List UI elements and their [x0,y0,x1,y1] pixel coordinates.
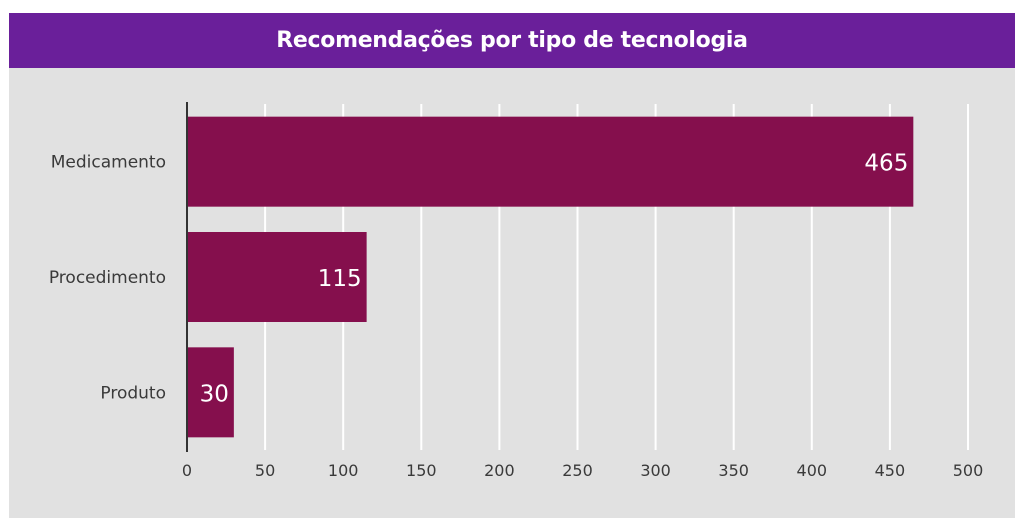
x-tick-label: 50 [255,461,275,480]
x-tick-label: 350 [718,461,749,480]
chart-title: Recomendações por tipo de tecnologia [276,28,748,53]
x-tick-label: 0 [182,461,192,480]
x-tick-label: 150 [406,461,437,480]
data-label: 115 [318,266,362,292]
x-tick-label: 500 [953,461,984,480]
x-tick-label: 450 [875,461,906,480]
category-label: Medicamento [51,153,166,173]
x-tick-label: 100 [328,461,359,480]
x-tick-label: 250 [562,461,593,480]
x-tick-label: 400 [797,461,828,480]
chart-panel: Medicamento 465 Procedimento 115 Produto 30 0 5… [9,68,1015,518]
category-label: Procedimento [49,268,166,288]
chart-header: Recomendações por tipo de tecnologia [9,13,1015,68]
bar-procedimento [187,232,367,322]
x-tick-label: 200 [484,461,515,480]
data-label: 465 [864,151,908,177]
bar-medicamento [187,116,914,207]
bar-produto [187,347,234,438]
x-tick-label: 300 [640,461,671,480]
data-label: 30 [200,381,229,407]
category-label: Produto [100,383,166,403]
